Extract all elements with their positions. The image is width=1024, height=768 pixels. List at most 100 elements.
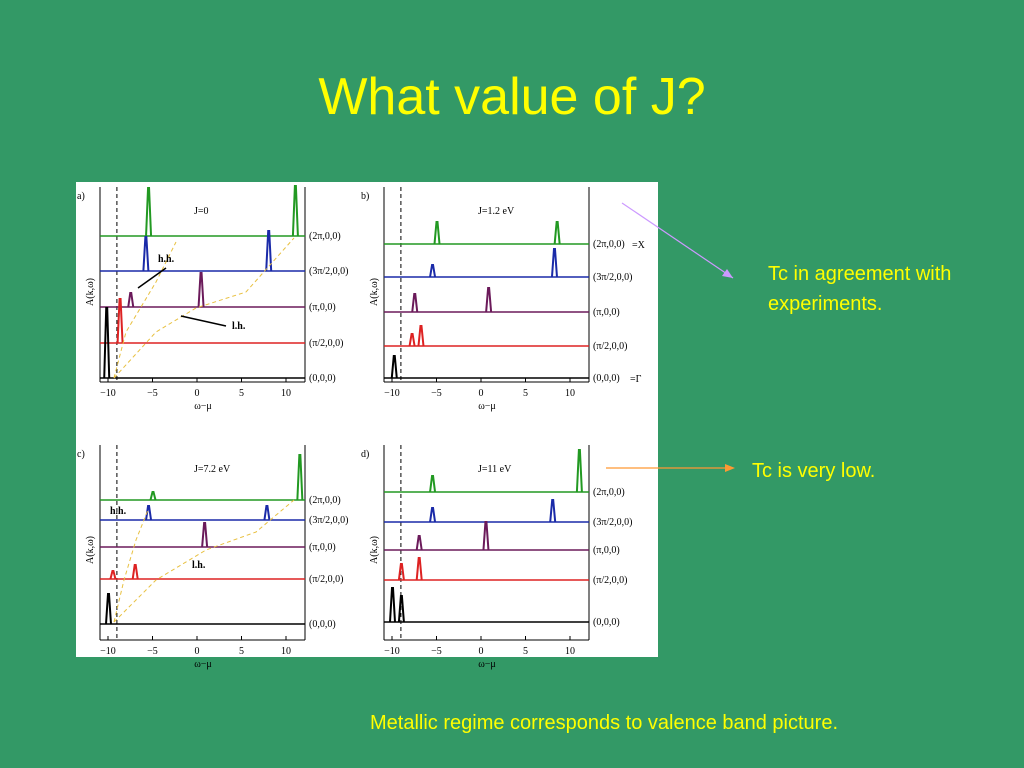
panel: c) J=7.2 eV −10 −5 0 5 10 ω−μ A(k,ω) (2π,0,0) (3π/…	[77, 445, 349, 670]
x-axis-label: ω−μ	[478, 659, 496, 670]
peak	[415, 535, 423, 551]
peak	[433, 221, 441, 245]
x-tick-label: −5	[431, 646, 442, 657]
dashed-curve	[113, 237, 295, 379]
peak	[296, 454, 304, 501]
y-axis-label: A(k,ω)	[85, 536, 96, 564]
note-text: experiments.	[768, 293, 883, 315]
y-axis-label: A(k,ω)	[369, 278, 380, 306]
peak	[145, 187, 153, 237]
point-label: =Γ	[630, 374, 642, 385]
x-tick-label: 10	[565, 646, 575, 657]
x-tick-label: 5	[239, 388, 244, 399]
peak	[263, 505, 271, 521]
annotation-label: l.h.	[192, 560, 206, 571]
x-tick-label: 5	[239, 646, 244, 657]
peak	[411, 293, 419, 313]
peak	[265, 230, 273, 272]
k-point-label: (0,0,0)	[593, 617, 620, 628]
peak	[397, 563, 405, 581]
peak	[550, 248, 558, 278]
peak	[197, 272, 205, 308]
peak	[291, 185, 299, 237]
point-label: =X	[632, 240, 646, 251]
x-tick-label: −10	[100, 388, 116, 399]
x-axis-label: ω−μ	[194, 659, 212, 670]
x-tick-label: 10	[565, 388, 575, 399]
panel-label: d)	[361, 449, 369, 460]
k-point-label: (3π/2,0,0)	[593, 272, 633, 283]
x-tick-label: 0	[479, 388, 484, 399]
peak	[482, 521, 490, 551]
peak	[201, 522, 209, 548]
panel: d) J=11 eV −10 −5 0 5 10 ω−μ A(k,ω) (2π,0,0) (3π/2…	[361, 445, 633, 670]
panel-label: c)	[77, 449, 85, 460]
j-label: J=1.2 eV	[478, 206, 515, 217]
peak	[105, 593, 112, 625]
note-arrow-head	[725, 464, 735, 472]
k-point-label: (0,0,0)	[593, 373, 620, 384]
x-tick-label: −10	[384, 646, 400, 657]
x-tick-label: 0	[195, 388, 200, 399]
x-tick-label: −10	[100, 646, 116, 657]
k-point-label: (2π,0,0)	[593, 239, 625, 250]
k-point-label: (2π,0,0)	[593, 487, 625, 498]
k-point-label: (3π/2,0,0)	[309, 515, 349, 526]
peak	[429, 264, 437, 278]
y-axis-label: A(k,ω)	[369, 536, 380, 564]
x-tick-label: −5	[147, 646, 158, 657]
k-point-label: (π/2,0,0)	[593, 341, 628, 352]
k-point-label: (π/2,0,0)	[309, 574, 344, 585]
note-text: Tc is very low.	[752, 460, 875, 482]
k-point-label: (3π/2,0,0)	[593, 517, 633, 528]
figure-background	[76, 182, 658, 657]
annotation-label: h.h.	[158, 254, 175, 265]
j-label: J=11 eV	[478, 464, 512, 475]
panel-label: b)	[361, 191, 369, 202]
x-tick-label: −10	[384, 388, 400, 399]
dashed-curve	[113, 241, 177, 379]
peak	[389, 587, 396, 623]
k-point-label: (π,0,0)	[593, 545, 620, 556]
j-label: J=7.2 eV	[194, 464, 231, 475]
panel: a) J=0 −10 −5 0 5 10 ω−μ A(k,ω) (2π,0,0) (3π/2,0,0…	[77, 185, 349, 412]
peak	[397, 595, 405, 623]
peak	[553, 221, 561, 245]
note-arrow-head	[722, 269, 733, 278]
peak	[549, 499, 557, 523]
k-point-label: (0,0,0)	[309, 619, 336, 630]
k-point-label: (0,0,0)	[309, 373, 336, 384]
peak	[408, 333, 416, 347]
peak	[390, 355, 398, 379]
peak	[429, 475, 437, 493]
x-tick-label: −5	[147, 388, 158, 399]
peak	[116, 298, 124, 344]
annotation-arrow	[180, 315, 227, 327]
y-axis-label: A(k,ω)	[85, 278, 96, 306]
x-axis-label: ω−μ	[194, 401, 212, 412]
panel-label: a)	[77, 191, 85, 202]
peak	[103, 307, 111, 379]
x-tick-label: 5	[523, 646, 528, 657]
peak	[149, 491, 157, 501]
note-arrow	[621, 202, 734, 279]
x-tick-label: 0	[195, 646, 200, 657]
k-point-label: (2π,0,0)	[309, 231, 341, 242]
k-point-label: (3π/2,0,0)	[309, 266, 349, 277]
peak	[131, 564, 139, 580]
k-point-label: (π,0,0)	[309, 302, 336, 313]
panel: b) J=1.2 eV −10 −5 0 5 10 ω−μ A(k,ω) (2π,0,0) (3π/…	[361, 187, 646, 412]
figure: a) J=0 −10 −5 0 5 10 ω−μ A(k,ω) (2π,0,0) (3π/2,0,0…	[77, 185, 646, 670]
peak	[109, 570, 117, 580]
x-tick-label: −5	[431, 388, 442, 399]
annotation-label: l.h.	[232, 321, 246, 332]
k-point-label: (π/2,0,0)	[309, 338, 344, 349]
footer-text: Metallic regime corresponds to valence b…	[370, 712, 838, 734]
k-point-label: (2π,0,0)	[309, 495, 341, 506]
k-point-label: (π/2,0,0)	[593, 575, 628, 586]
k-point-label: (π,0,0)	[593, 307, 620, 318]
annotation-label: h.h.	[110, 506, 127, 517]
peak	[415, 557, 423, 581]
j-label: J=0	[194, 206, 209, 217]
